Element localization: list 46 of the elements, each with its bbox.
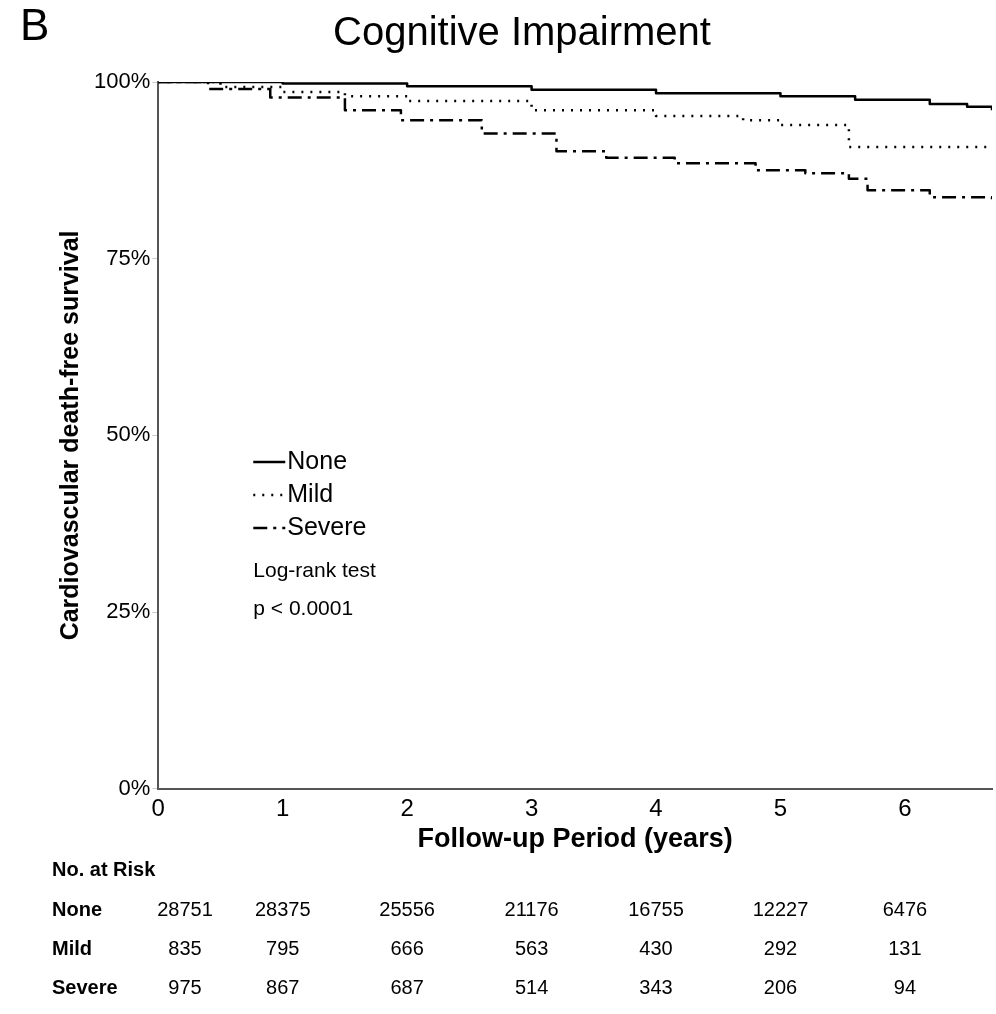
legend-label: Severe (287, 511, 367, 540)
text: 835 (168, 937, 202, 960)
x-tick-label: 2 (400, 793, 414, 821)
text: 975 (168, 976, 202, 999)
chart-title: Cognitive Impairment (333, 9, 711, 54)
text: 28751 (157, 898, 213, 921)
text: 430 (639, 937, 673, 960)
text: 292 (763, 937, 798, 960)
text: 6476 (882, 898, 928, 921)
text: 25556 (379, 898, 435, 921)
text: Severe (52, 976, 118, 999)
legend-label: None (287, 445, 348, 474)
x-tick-label: 1 (276, 793, 290, 821)
text: 94 (893, 976, 917, 999)
text: 343 (639, 976, 673, 999)
text: 16755 (628, 898, 684, 921)
text: No. at Risk (52, 858, 156, 881)
y-tick-label: 75% (106, 244, 151, 270)
text: 687 (390, 976, 424, 999)
text: 28375 (254, 898, 311, 921)
y-axis-title: Cardiovascular death-free survival (54, 230, 83, 641)
text: 867 (266, 976, 300, 999)
annotation: p < 0.0001 (253, 595, 354, 619)
y-tick-label: 50% (106, 421, 151, 447)
x-tick-label: 4 (649, 793, 663, 821)
x-tick-label: 0 (151, 793, 165, 821)
text: 795 (266, 937, 300, 960)
text: 12227 (752, 898, 809, 921)
y-tick-label: 25% (106, 598, 151, 624)
x-tick-label: 5 (773, 793, 788, 821)
text: 131 (888, 937, 922, 960)
text: 666 (390, 937, 424, 960)
text: 21176 (504, 898, 559, 921)
x-axis-title: Follow-up Period (years) (417, 823, 733, 854)
text: Mild (52, 937, 92, 960)
x-tick-label: 3 (524, 793, 539, 821)
y-tick-label: 100% (93, 68, 151, 94)
text: B (20, 0, 50, 50)
text: 563 (514, 937, 549, 960)
annotation: Log-rank test (253, 557, 376, 581)
text: None (52, 898, 102, 921)
x-tick-label: 6 (898, 793, 912, 821)
legend-label: Mild (287, 478, 334, 507)
text: 514 (514, 976, 549, 999)
y-tick-label: 0% (118, 774, 151, 800)
text: 206 (763, 976, 798, 999)
